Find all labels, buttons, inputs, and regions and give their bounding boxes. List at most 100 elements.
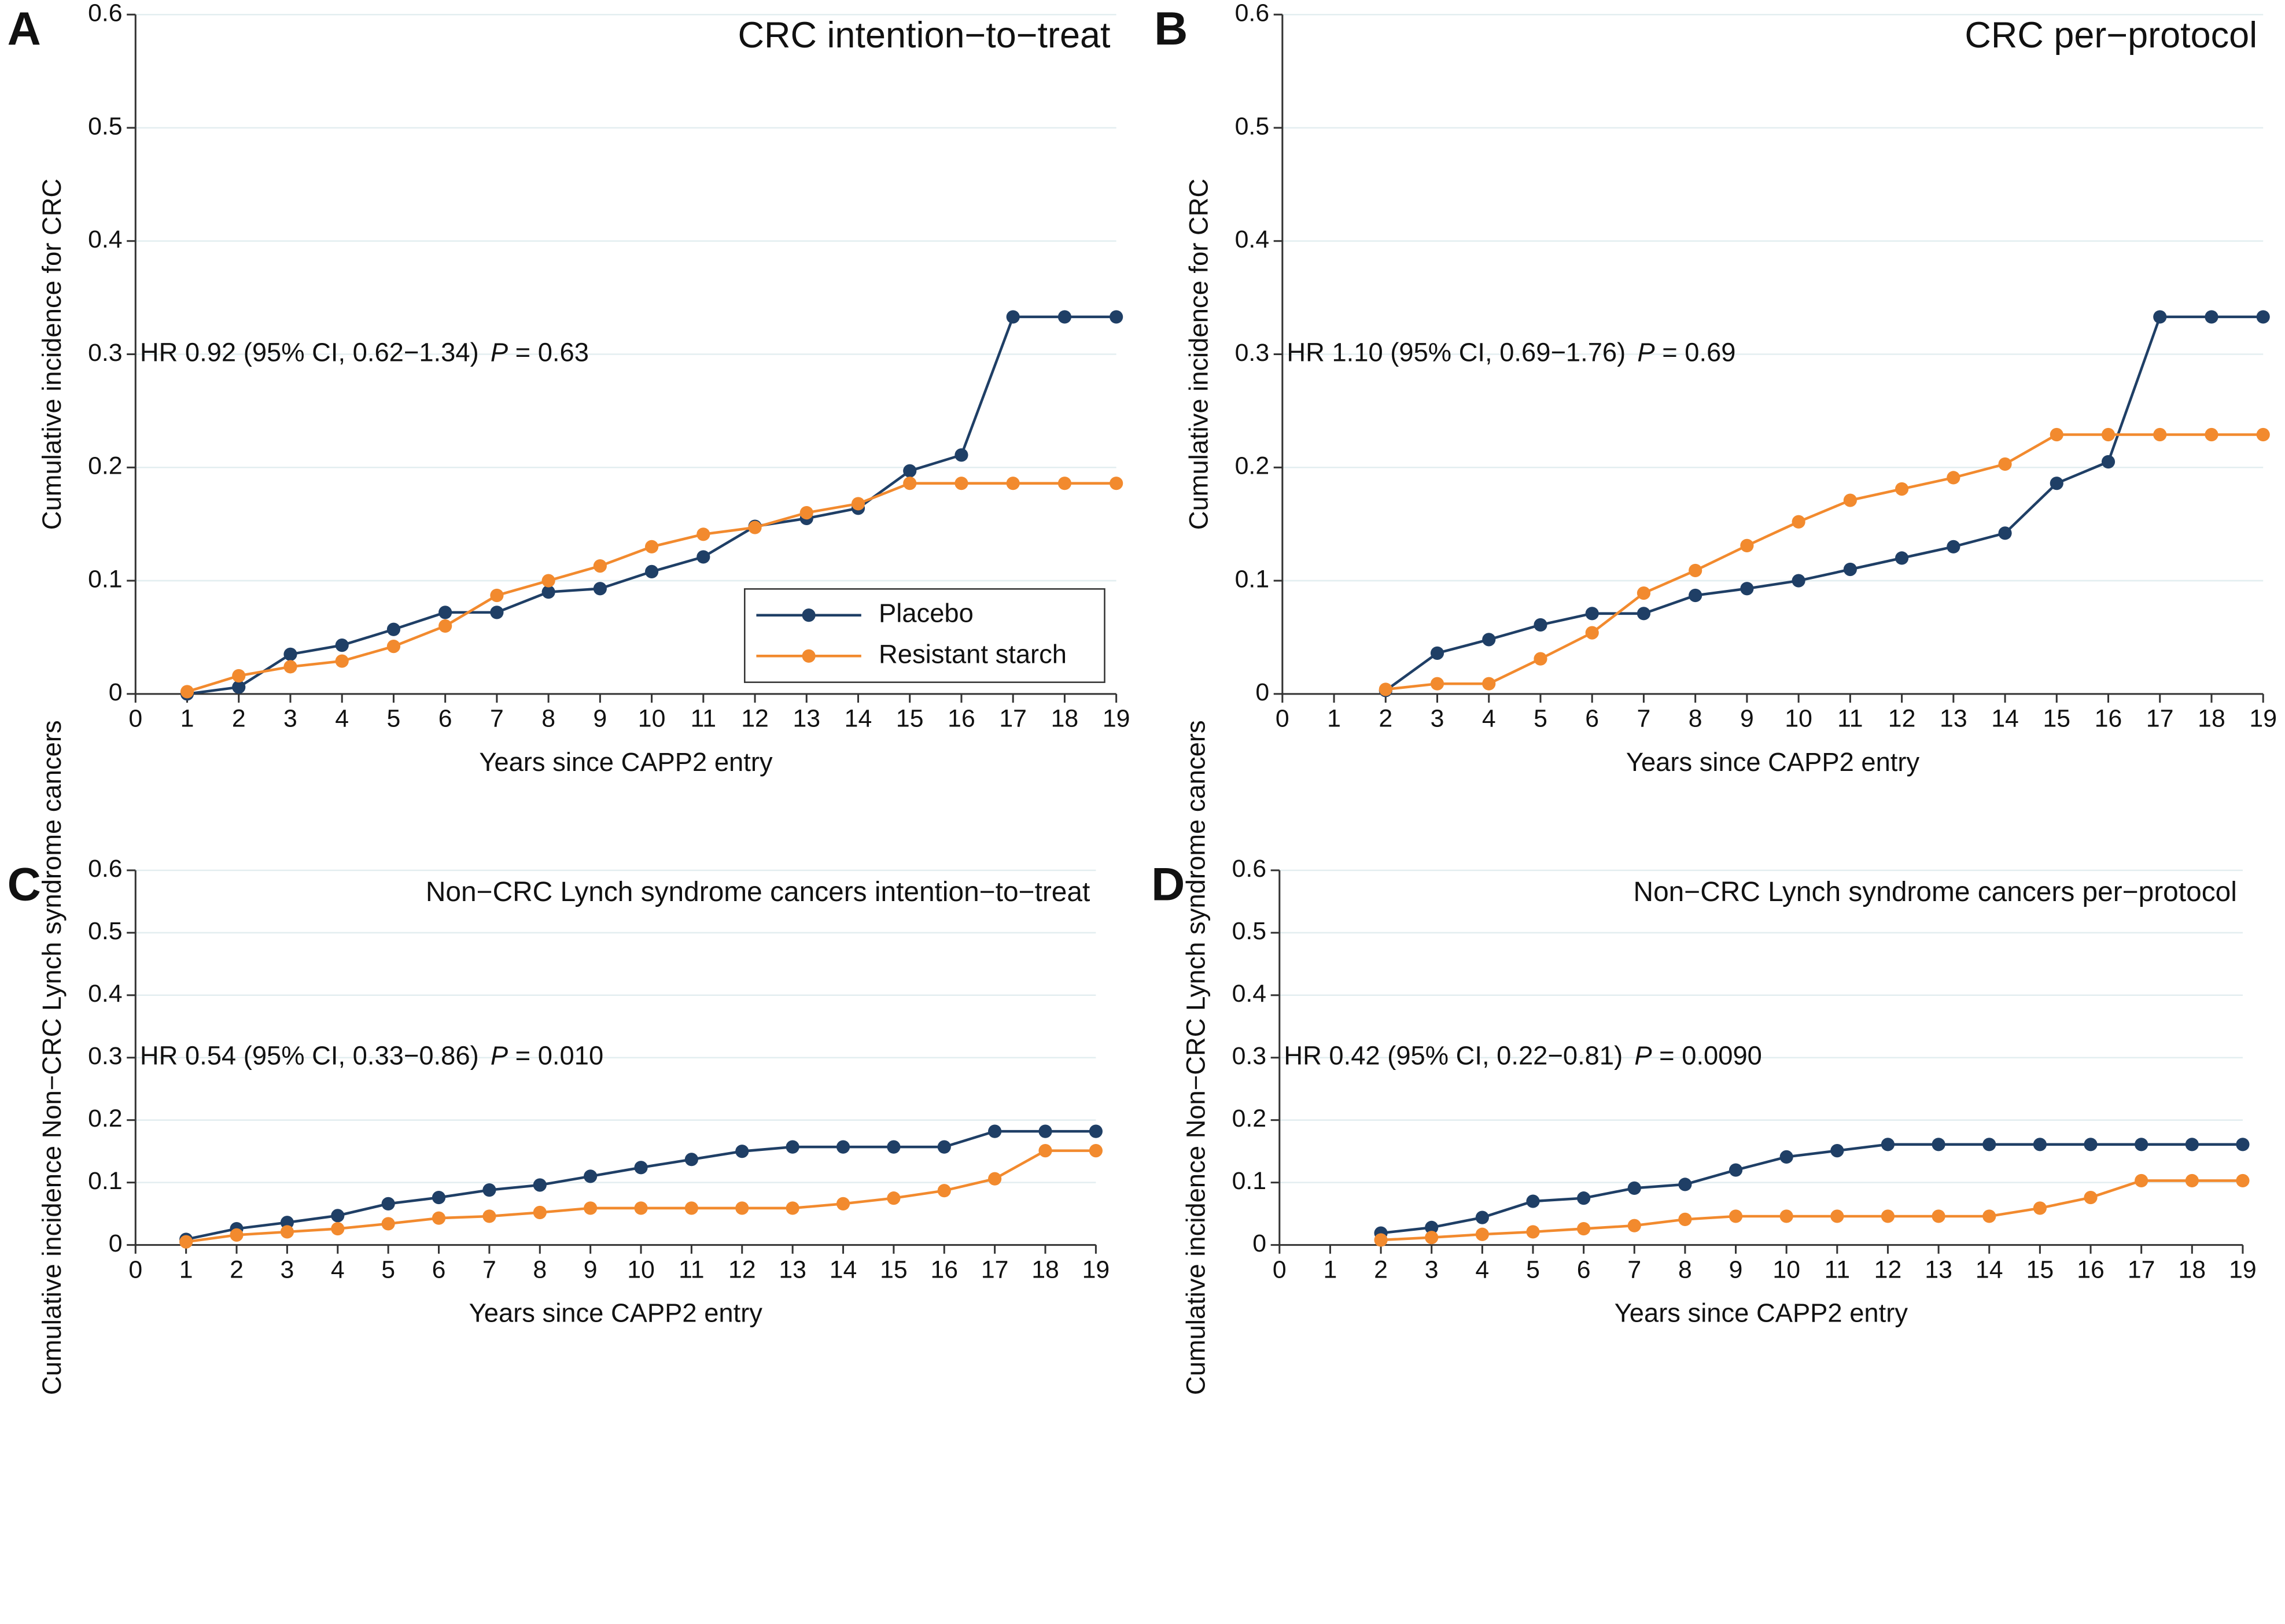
annotation-text: HR 0.42 (95% CI, 0.22−0.81) — [1284, 1041, 1623, 1071]
point — [2033, 1138, 2047, 1151]
y-axis-label: Cumulative incidence Non−CRC Lynch syndr… — [37, 720, 67, 1395]
x-tick-label: 6 — [1577, 1256, 1591, 1283]
point — [851, 497, 865, 511]
point — [1982, 1138, 1996, 1151]
point — [1475, 1227, 1489, 1241]
point — [490, 606, 504, 619]
x-tick-label: 1 — [179, 1256, 193, 1283]
x-tick-label: 13 — [1940, 705, 1967, 733]
point — [1430, 646, 1444, 660]
point — [634, 1201, 648, 1215]
x-tick-label: 7 — [1637, 705, 1651, 733]
point — [1830, 1144, 1844, 1158]
x-tick-label: 4 — [1475, 1256, 1489, 1283]
x-tick-label: 0 — [128, 1256, 142, 1283]
point — [1947, 540, 1960, 553]
point — [1895, 482, 1909, 496]
x-tick-label: 7 — [490, 705, 504, 733]
point — [735, 1145, 749, 1158]
point — [1689, 588, 1702, 603]
point — [541, 574, 555, 588]
chart-panel: 00.10.20.30.40.50.60 1 2 3 4 5 6 7 8 9 10 11 12 13 14 1… — [1151, 720, 2257, 1395]
y-tick-label: 0.6 — [88, 855, 123, 883]
x-tick-label: 19 — [2229, 1256, 2257, 1283]
point — [1932, 1209, 1945, 1223]
y-tick-label: 0.4 — [88, 226, 123, 253]
p-value: = 0.010 — [515, 1041, 604, 1071]
legend-box — [744, 588, 1105, 683]
x-tick-label: 2 — [232, 705, 246, 733]
x-tick-label: 16 — [2077, 1256, 2105, 1283]
point — [1038, 1124, 1052, 1138]
y-tick-label: 0 — [1255, 678, 1269, 706]
y-tick-label: 0.2 — [88, 1105, 123, 1132]
y-tick-label: 0.5 — [1232, 917, 1267, 945]
annotation-text: HR 0.54 (95% CI, 0.33−0.86) — [140, 1041, 479, 1071]
point — [988, 1124, 1002, 1138]
point — [1430, 677, 1444, 691]
point — [1843, 562, 1857, 577]
point — [1982, 1209, 1996, 1223]
point — [1585, 607, 1599, 621]
point — [1947, 471, 1960, 485]
x-tick-label: 4 — [331, 1256, 345, 1283]
x-tick-label: 2 — [230, 1256, 244, 1283]
x-tick-label: 1 — [1327, 705, 1341, 733]
point — [335, 654, 349, 668]
point — [482, 1209, 496, 1223]
point — [1678, 1212, 1692, 1226]
y-tick-label: 0.2 — [88, 452, 123, 480]
point — [1932, 1138, 1945, 1151]
x-tick-label: 14 — [1976, 1256, 2003, 1283]
point — [1057, 477, 1072, 490]
point — [593, 582, 607, 596]
point — [1089, 1144, 1103, 1158]
point — [232, 680, 246, 694]
point — [2084, 1138, 2098, 1151]
point — [696, 527, 710, 541]
panel-label: C — [8, 858, 41, 910]
series-line — [1384, 315, 2264, 692]
x-tick-label: 1 — [180, 705, 194, 733]
p-label: P — [491, 337, 508, 367]
x-tick-label: 0 — [1276, 705, 1289, 733]
point — [2153, 310, 2167, 324]
x-tick-label: 10 — [1772, 1256, 1800, 1283]
x-tick-label: 10 — [1785, 705, 1812, 733]
point — [280, 1225, 294, 1239]
point — [937, 1140, 951, 1154]
y-tick-label: 0.1 — [88, 1167, 123, 1195]
y-axis-label: Cumulative incidence Non−CRC Lynch syndr… — [1181, 720, 1211, 1395]
x-tick-label: 3 — [1425, 1256, 1439, 1283]
y-tick-label: 0.4 — [88, 980, 123, 1007]
point — [2135, 1173, 2148, 1188]
x-tick-label: 14 — [845, 705, 872, 733]
point — [1830, 1209, 1844, 1223]
x-tick-label: 14 — [830, 1256, 857, 1283]
x-tick-label: 15 — [896, 705, 924, 733]
point — [1089, 1124, 1103, 1138]
point — [1998, 457, 2012, 471]
p-label: P — [491, 1041, 508, 1071]
x-tick-label: 17 — [999, 705, 1027, 733]
x-tick-label: 10 — [627, 1256, 655, 1283]
x-tick-label: 6 — [432, 1256, 446, 1283]
point — [1374, 1233, 1388, 1247]
point — [1425, 1231, 1439, 1245]
x-tick-label: 6 — [438, 705, 452, 733]
x-tick-label: 19 — [1082, 1256, 1110, 1283]
point — [1585, 626, 1599, 640]
point — [1740, 582, 1754, 596]
p-value: = 0.63 — [515, 337, 589, 367]
point — [836, 1140, 850, 1154]
point — [283, 660, 297, 674]
y-tick-label: 0.5 — [1235, 112, 1270, 140]
point — [2101, 455, 2116, 469]
chart-title: Non−CRC Lynch syndrome cancers intention… — [426, 877, 1090, 907]
point — [2050, 477, 2063, 490]
y-tick-label: 0 — [109, 1230, 123, 1257]
x-tick-label: 8 — [541, 705, 555, 733]
point — [1425, 1220, 1439, 1234]
x-tick-label: 1 — [1324, 1256, 1337, 1283]
annotation: HR 1.10 (95% CI, 0.69−1.76) P = 0.69 — [1287, 337, 1735, 367]
